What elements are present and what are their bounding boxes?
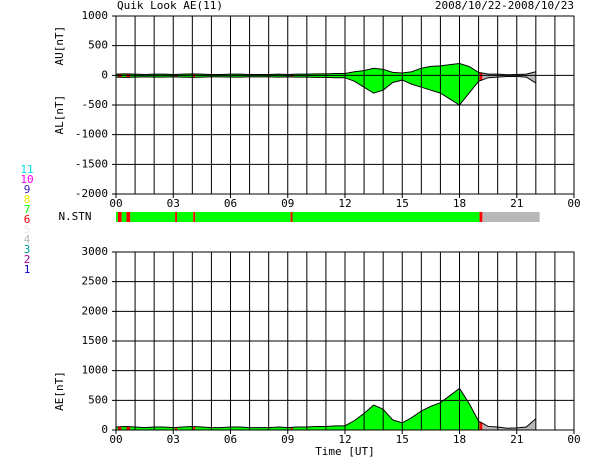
x-tick-label: 00 (109, 197, 122, 210)
x-axis-title: Time [UT] (315, 445, 375, 458)
data-line (115, 62, 536, 76)
y-tick-label: 2500 (82, 275, 109, 288)
x-tick-label: 15 (396, 197, 409, 210)
x-tick-label: 06 (224, 197, 237, 210)
legend-entry: 3 (24, 243, 31, 256)
stations-label: N.STN (58, 210, 91, 223)
area-fill (479, 421, 483, 430)
area-fill (121, 426, 127, 430)
station-segment (195, 212, 291, 222)
date-range: 2008/10/22-2008/10/23 (435, 0, 574, 12)
x-tick-label: 21 (510, 433, 523, 446)
x-tick-label: 03 (167, 197, 180, 210)
x-tick-label: 00 (567, 433, 580, 446)
x-tick-label: 06 (224, 433, 237, 446)
legend-entry: 1 (24, 263, 31, 276)
x-tick-label: 00 (567, 197, 580, 210)
y-tick-label: 3000 (82, 245, 109, 258)
legend-entry: 5 (24, 223, 31, 236)
y-tick-label: -1500 (75, 157, 108, 170)
x-tick-label: 21 (510, 197, 523, 210)
area-fill (195, 426, 291, 430)
y-axis-title: AE[nT] (53, 371, 66, 411)
area-fill (175, 427, 178, 430)
x-tick-label: 18 (453, 433, 466, 446)
data-line (115, 387, 537, 429)
chart-title: Quik Look AE(11) (117, 0, 223, 12)
y-tick-label: 1000 (82, 364, 109, 377)
station-segment (126, 212, 131, 222)
legend-entry: 11 (20, 163, 33, 176)
station-segment (479, 212, 483, 222)
area-fill (292, 388, 480, 430)
y-axis-title: AU[nT] (53, 26, 66, 66)
y-tick-label: -2000 (75, 187, 108, 200)
area-fill (117, 426, 122, 430)
area-fill (479, 72, 483, 81)
y-tick-label: 500 (88, 39, 108, 52)
station-segment (482, 212, 540, 222)
legend-entry: 7 (24, 203, 31, 216)
station-segment (117, 212, 122, 222)
legend-entry: 4 (24, 233, 31, 246)
x-tick-label: 12 (338, 197, 351, 210)
legend-entry: 6 (24, 213, 31, 226)
y-axis-title: AL[nT] (53, 95, 66, 135)
station-segment (193, 212, 196, 222)
station-segment (175, 212, 178, 222)
x-tick-label: 00 (109, 433, 122, 446)
y-tick-label: 0 (101, 423, 108, 436)
plot-frame (115, 15, 575, 195)
y-tick-label: -1000 (75, 128, 108, 141)
x-tick-label: 09 (281, 197, 294, 210)
station-segment (116, 212, 118, 222)
y-tick-label: -500 (82, 98, 109, 111)
data-line (115, 76, 537, 106)
x-tick-label: 03 (167, 433, 180, 446)
x-tick-label: 18 (453, 197, 466, 210)
area-fill (193, 426, 196, 430)
area-fill (290, 427, 293, 430)
station-segment (290, 212, 293, 222)
station-segment (177, 212, 194, 222)
y-tick-label: 2000 (82, 304, 109, 317)
legend-entry: 9 (24, 183, 31, 196)
y-tick-label: 500 (88, 393, 108, 406)
x-tick-label: 15 (396, 433, 409, 446)
x-tick-label: 12 (338, 433, 351, 446)
legend-entry: 10 (20, 173, 33, 186)
station-segment (292, 212, 480, 222)
area-fill (126, 426, 131, 430)
y-tick-label: 1000 (82, 9, 109, 22)
legend-entry: 8 (24, 193, 31, 206)
legend-entry: 2 (24, 253, 31, 266)
y-tick-label: 1500 (82, 334, 109, 347)
station-segment (130, 212, 176, 222)
station-segment (121, 212, 127, 222)
x-tick-label: 09 (281, 433, 294, 446)
plot-frame (115, 251, 575, 431)
y-tick-label: 0 (101, 68, 108, 81)
